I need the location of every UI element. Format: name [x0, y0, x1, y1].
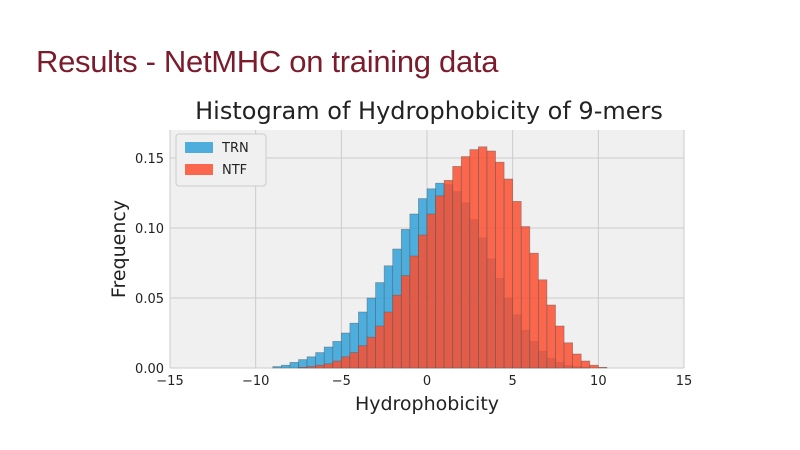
histogram-bar: [512, 201, 522, 369]
legend-label: NTF: [222, 163, 247, 178]
histogram-bar: [392, 294, 402, 369]
tick-labels: −15 −10 −5 0 5 10 15 0.00 0.05 0.10 0.15: [135, 152, 692, 389]
histogram-bar: [469, 149, 479, 369]
y-axis-label: Frequency: [108, 200, 130, 298]
series-ntf: [298, 146, 608, 369]
x-tick-label: −5: [332, 374, 351, 389]
legend: TRN NTF: [175, 133, 267, 187]
x-tick-label: 10: [590, 374, 607, 389]
histogram-bar: [555, 325, 565, 369]
histogram-bar: [452, 166, 462, 369]
x-axis-label: Hydrophobicity: [355, 393, 499, 415]
x-tick-label: 5: [509, 374, 517, 389]
legend-swatch: [185, 142, 213, 153]
histogram-bar: [272, 366, 282, 369]
y-tick-label: 0.05: [135, 292, 164, 307]
histogram-bar: [375, 325, 385, 369]
histogram-bar: [580, 360, 591, 369]
histogram-bar: [503, 178, 514, 369]
histogram-bar: [332, 360, 342, 369]
histogram-bar: [306, 366, 316, 369]
histogram-bar: [495, 161, 505, 369]
histogram-bar: [426, 213, 436, 369]
histogram-bar: [349, 352, 359, 369]
histogram-bar: [572, 353, 582, 369]
histogram-bar: [418, 234, 428, 369]
histogram-bar: [358, 345, 368, 369]
histogram-bar: [435, 195, 445, 369]
histogram-bar: [281, 364, 291, 369]
histogram-bar: [529, 252, 539, 369]
histogram-bar: [315, 364, 325, 369]
x-tick-label: 15: [676, 374, 693, 389]
bars-layer: [272, 146, 608, 369]
x-tick-label: 0: [423, 374, 431, 389]
histogram-bar: [478, 146, 488, 369]
histogram-bar: [538, 279, 548, 369]
histogram-bar: [289, 362, 299, 369]
histogram-bar: [443, 180, 454, 369]
x-tick-label: −10: [242, 374, 269, 389]
histogram-bar: [546, 304, 556, 369]
histogram-bar: [323, 363, 334, 369]
histogram-bar: [298, 359, 308, 369]
histogram-bar: [409, 255, 419, 369]
histogram-bar: [486, 150, 496, 369]
y-tick-label: 0.10: [135, 222, 164, 237]
chart-title: Histogram of Hydrophobicity of 9-mers: [195, 97, 663, 125]
histogram-bar: [366, 336, 376, 369]
x-tick-label: −15: [156, 374, 183, 389]
y-tick-label: 0.00: [135, 362, 164, 377]
histogram-bar: [597, 366, 608, 369]
histogram-bar: [400, 275, 411, 369]
y-tick-label: 0.15: [135, 152, 164, 167]
histogram-bar: [589, 364, 599, 369]
slide-title: Results - NetMHC on training data: [36, 44, 499, 79]
histogram-bar: [340, 356, 351, 369]
legend-frame: [175, 133, 267, 187]
histogram-bar: [563, 342, 573, 369]
legend-swatch: [185, 164, 213, 175]
histogram-bar: [383, 311, 394, 369]
histogram-bar: [460, 156, 471, 369]
histogram-bar: [298, 366, 308, 369]
legend-label: TRN: [221, 141, 249, 156]
histogram-bar: [520, 226, 531, 369]
